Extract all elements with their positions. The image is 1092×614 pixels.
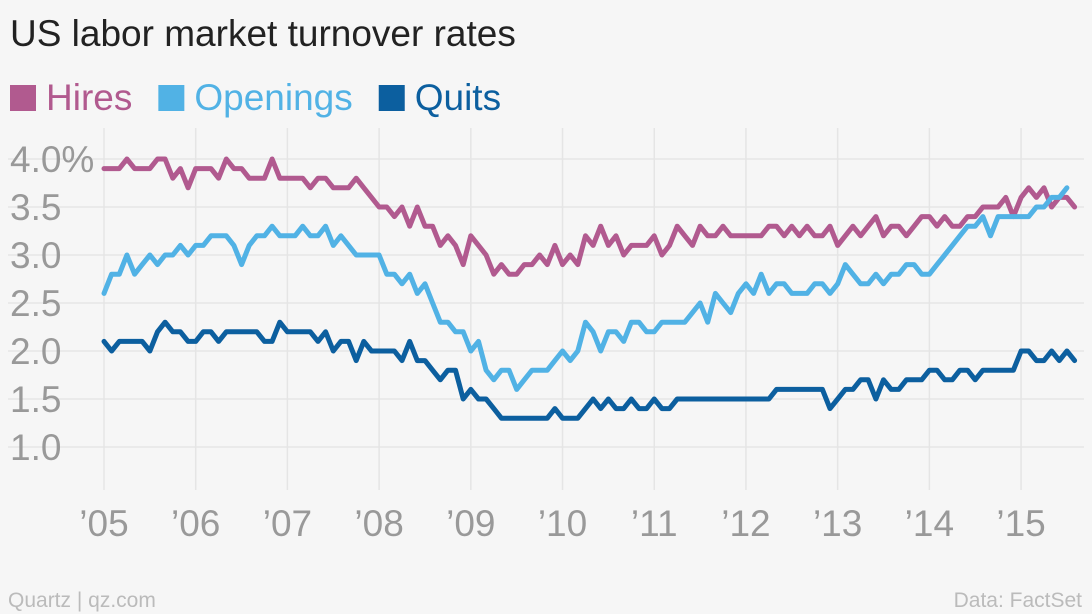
x-tick-label: ’09 [446, 503, 495, 544]
legend-swatch-hires [10, 85, 36, 111]
y-tick-label: 3.0 [10, 235, 61, 276]
x-axis: ’05 ’06 ’07 ’08 ’09 ’10 ’11 ’12 ’13 ’14 ’15 [79, 503, 1045, 544]
x-tick-label: ’10 [538, 503, 587, 544]
series-line-hires [101, 156, 1078, 277]
x-tick-label: ’07 [263, 503, 312, 544]
chart-title: US labor market turnover rates [10, 13, 516, 54]
x-tick-label: ’06 [171, 503, 220, 544]
y-tick-label: 4.0% [10, 139, 94, 180]
y-tick-label: 1.0 [10, 427, 61, 468]
legend: Hires Openings Quits [10, 77, 501, 118]
y-tick-label: 1.5 [10, 379, 61, 420]
series-lines [101, 156, 1078, 421]
y-tick-label: 2.0 [10, 331, 61, 372]
legend-swatch-openings [158, 85, 185, 111]
x-tick-label: ’15 [996, 503, 1045, 544]
legend-label-quits: Quits [415, 77, 501, 118]
y-tick-label: 2.5 [10, 283, 61, 324]
series-line-quits [101, 319, 1078, 421]
source-credit: Quartz | qz.com [8, 589, 156, 612]
legend-swatch-quits [378, 85, 405, 111]
legend-label-hires: Hires [46, 77, 132, 118]
grid [8, 128, 1084, 490]
x-tick-label: ’05 [79, 503, 128, 544]
y-axis: 4.0% 3.5 3.0 2.5 2.0 1.5 1.0 [10, 139, 94, 468]
x-tick-label: ’11 [631, 503, 678, 544]
x-tick-label: ’08 [354, 503, 403, 544]
data-source: Data: FactSet [954, 589, 1083, 612]
x-tick-label: ’14 [905, 503, 954, 544]
x-tick-label: ’12 [721, 503, 770, 544]
series-line-openings [101, 185, 1070, 392]
legend-label-openings: Openings [194, 77, 352, 118]
x-tick-label: ’13 [813, 503, 862, 544]
y-tick-label: 3.5 [10, 187, 61, 228]
